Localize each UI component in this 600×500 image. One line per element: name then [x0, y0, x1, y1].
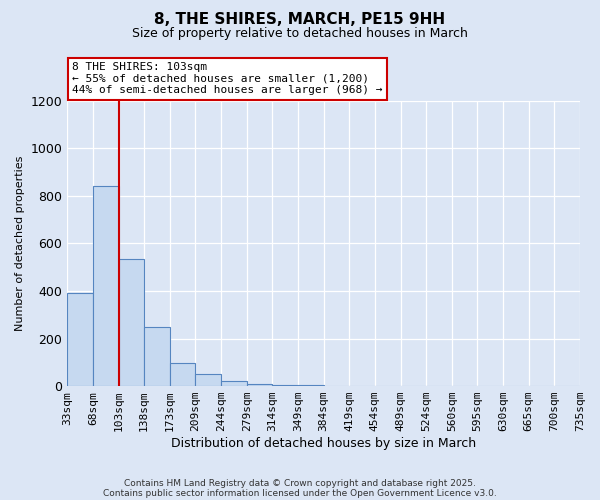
- X-axis label: Distribution of detached houses by size in March: Distribution of detached houses by size …: [171, 437, 476, 450]
- Bar: [93, 186, 119, 386]
- Bar: [119, 259, 144, 386]
- Bar: [144, 327, 170, 386]
- Bar: [247, 384, 272, 386]
- Text: Contains HM Land Registry data © Crown copyright and database right 2025.: Contains HM Land Registry data © Crown c…: [124, 478, 476, 488]
- Bar: [196, 374, 221, 386]
- Y-axis label: Number of detached properties: Number of detached properties: [15, 156, 25, 331]
- Bar: [67, 294, 93, 386]
- Bar: [272, 385, 298, 386]
- Text: Contains public sector information licensed under the Open Government Licence v3: Contains public sector information licen…: [103, 488, 497, 498]
- Bar: [221, 382, 247, 386]
- Text: Size of property relative to detached houses in March: Size of property relative to detached ho…: [132, 28, 468, 40]
- Text: 8 THE SHIRES: 103sqm
← 55% of detached houses are smaller (1,200)
44% of semi-de: 8 THE SHIRES: 103sqm ← 55% of detached h…: [73, 62, 383, 95]
- Bar: [170, 363, 196, 386]
- Text: 8, THE SHIRES, MARCH, PE15 9HH: 8, THE SHIRES, MARCH, PE15 9HH: [154, 12, 446, 28]
